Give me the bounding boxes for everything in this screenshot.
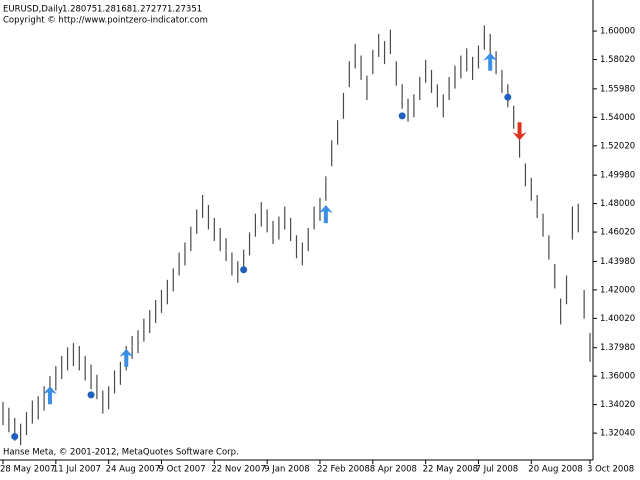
low-price: 1.27277 [132, 5, 167, 15]
y-tick-label: 1.43980 [600, 257, 635, 267]
open-price: 1.28075 [62, 5, 97, 15]
x-tick-label: 22 Feb 2008 [317, 465, 370, 475]
buy-arrow [42, 386, 57, 405]
signal-dot [504, 93, 512, 101]
y-tick-label: 1.34020 [600, 400, 635, 410]
y-tick-label: 1.58020 [600, 55, 635, 65]
x-tick-label: 9 Oct 2007 [158, 465, 205, 475]
x-tick-label: 8 Apr 2008 [370, 465, 417, 475]
close-price: 1.27351 [167, 5, 202, 15]
y-tick-label: 1.46020 [600, 228, 635, 238]
y-tick-label: 1.55980 [600, 84, 635, 94]
signal-dot [398, 112, 406, 120]
y-tick-label: 1.40020 [600, 314, 635, 324]
y-tick-label: 1.32040 [600, 429, 635, 439]
y-tick-label: 1.48000 [600, 199, 635, 209]
sell-arrow [512, 122, 527, 141]
x-tick-label: 3 Oct 2008 [587, 465, 634, 475]
x-tick-label: 11 Jul 2007 [53, 465, 101, 475]
copyright: Copyright © http://www.pointzero-indicat… [3, 16, 208, 26]
x-tick-label: 24 Aug 2007 [106, 465, 160, 475]
buy-arrow [318, 205, 333, 224]
x-tick-label: 7 Jul 2008 [475, 465, 518, 475]
y-tick-label: 1.52020 [600, 141, 635, 151]
y-tick-label: 1.49980 [600, 171, 635, 181]
x-tick-label: 9 Jan 2008 [264, 465, 310, 475]
signal-dot [11, 433, 19, 441]
high-price: 1.28168 [97, 5, 132, 15]
y-tick-label: 1.60000 [600, 27, 635, 37]
x-tick-label: 22 May 2008 [423, 465, 478, 475]
buy-arrow [119, 348, 134, 367]
x-tick-label: 28 May 2007 [0, 465, 55, 475]
x-tick-label: 20 Aug 2008 [528, 465, 582, 475]
signal-dot [240, 266, 248, 274]
symbol: EURUSD,Daily [3, 5, 63, 15]
signal-dot [87, 391, 95, 399]
footer: Hanse Meta, © 2001-2012, MetaQuotes Soft… [3, 448, 239, 458]
buy-arrow [483, 52, 498, 71]
y-tick-label: 1.36000 [600, 372, 635, 382]
y-tick-label: 1.42000 [600, 285, 635, 295]
y-tick-label: 1.37980 [600, 343, 635, 353]
y-tick-label: 1.54000 [600, 113, 635, 123]
x-tick-label: 22 Nov 2007 [211, 465, 265, 475]
